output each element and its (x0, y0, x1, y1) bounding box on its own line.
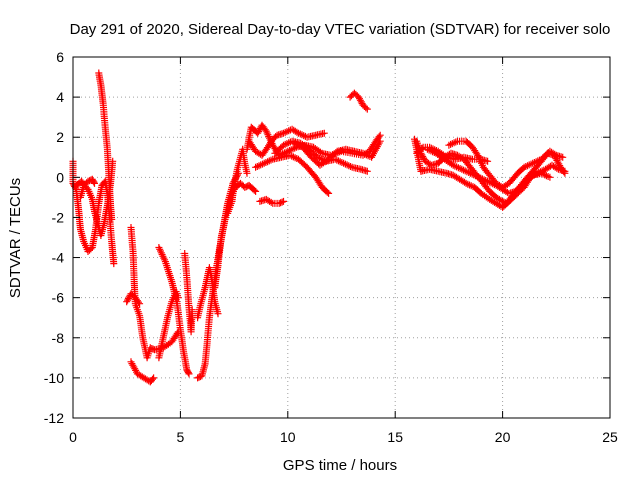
axis-ticks (72, 56, 611, 419)
plus-markers (155, 288, 182, 362)
y-tick-labels: -12 -10 -8 -6 -4 -2 0 2 4 6 (44, 49, 64, 426)
plus-markers (290, 137, 384, 169)
x-axis-label: GPS time / hours (283, 457, 397, 474)
plus-markers (256, 195, 287, 207)
plus-markers (155, 244, 193, 378)
plus-markers (224, 145, 251, 217)
series-trace-8 (155, 244, 193, 378)
series-trace-14 (224, 145, 251, 217)
series-trace-7 (127, 358, 158, 386)
series-trace-26 (423, 145, 554, 197)
series-trace-10 (181, 250, 196, 336)
y-tick-label: 0 (56, 169, 64, 185)
plus-markers (423, 145, 554, 197)
series-trace-5 (127, 224, 182, 362)
plus-markers (252, 151, 333, 197)
x-tick-label: 20 (495, 429, 511, 445)
series-trace-19 (290, 137, 384, 169)
y-tick-label: 4 (56, 89, 64, 105)
y-tick-label: 6 (56, 49, 64, 65)
y-tick-label: -8 (52, 330, 65, 346)
y-tick-label: 2 (56, 129, 64, 145)
grid-lines (73, 57, 610, 418)
series-trace-17 (252, 151, 333, 197)
plot-frame (72, 56, 611, 419)
plus-markers (127, 358, 158, 386)
x-tick-label: 15 (387, 429, 403, 445)
series-trace-21 (346, 89, 371, 113)
y-tick-label: -10 (44, 370, 64, 386)
plus-markers (245, 125, 328, 159)
y-tick-label: -12 (44, 410, 64, 426)
plus-markers (123, 290, 144, 308)
y-tick-label: -2 (52, 209, 65, 225)
series-trace-9 (155, 288, 182, 362)
y-tick-label: -6 (52, 290, 65, 306)
plus-markers (95, 69, 116, 223)
plus-markers (181, 250, 196, 336)
plus-markers (411, 135, 425, 175)
series-trace-4 (77, 175, 98, 201)
x-tick-label: 5 (177, 429, 185, 445)
plus-markers (127, 224, 182, 362)
series-trace-6 (123, 290, 144, 308)
plus-markers (346, 89, 371, 113)
series-trace-3 (95, 69, 116, 223)
series-trace-27 (411, 135, 425, 175)
plus-markers (77, 175, 98, 201)
y-tick-label: -4 (52, 250, 65, 266)
chart-title: Day 291 of 2020, Sidereal Day-to-day VTE… (70, 21, 611, 38)
x-tick-labels: 0 5 10 15 20 25 (69, 429, 618, 445)
series-trace-16 (245, 125, 328, 159)
x-tick-label: 25 (602, 429, 618, 445)
x-tick-label: 10 (280, 429, 296, 445)
series-trace-20 (256, 195, 287, 207)
x-tick-label: 0 (69, 429, 77, 445)
y-axis-label: SDTVAR / TECUs (7, 178, 24, 298)
data-markers (69, 69, 569, 386)
